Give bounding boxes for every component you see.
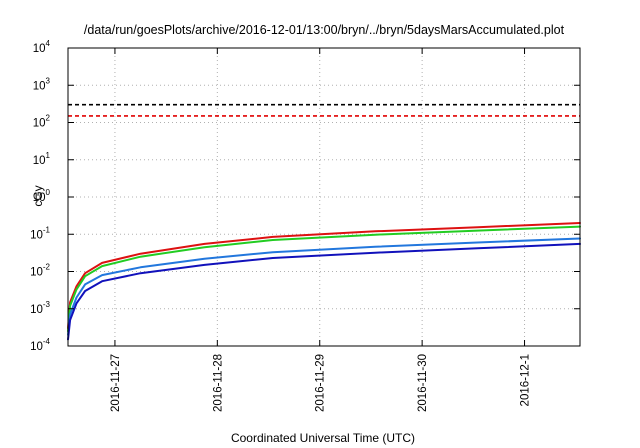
x-axis-label: Coordinated Universal Time (UTC) [231, 431, 415, 445]
x-tick-label: 2016-11-27 [110, 354, 122, 412]
x-tick-label: 2016-11-28 [212, 354, 224, 412]
y-tick-label: 10-3 [30, 300, 50, 316]
series-line [67, 242, 581, 341]
grid [68, 48, 580, 346]
x-tick-label: 2016-11-30 [417, 354, 429, 412]
y-tick-label: 10-2 [30, 263, 50, 279]
y-tick-label: 10-4 [30, 337, 50, 353]
x-axis-ticks: 2016-11-27 2016-11-28 2016-11-29 2016-11-30… [110, 48, 532, 412]
y-tick-label: 102 [33, 114, 51, 130]
series-line [67, 237, 581, 336]
x-tick-label: 2016-11-29 [315, 354, 327, 412]
series-line [67, 225, 581, 333]
x-tick-label: 2016-12-1 [520, 354, 532, 406]
series-line [67, 222, 581, 330]
series-lines [67, 222, 581, 341]
y-axis-label: cGy [31, 185, 45, 206]
y-tick-label: 100 [33, 188, 51, 204]
y-tick-label: 103 [33, 76, 51, 92]
y-axis-ticks: 10-4 10-3 10-2 10-1 100 101 102 103 104 [30, 39, 580, 353]
reference-lines [68, 103, 580, 117]
y-tick-label: 10-1 [30, 225, 50, 241]
y-tick-label: 101 [33, 151, 51, 167]
chart-title: /data/run/goesPlots/archive/2016-12-01/1… [84, 23, 565, 37]
y-tick-label: 104 [33, 39, 51, 55]
